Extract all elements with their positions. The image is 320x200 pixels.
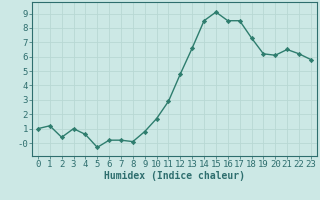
- X-axis label: Humidex (Indice chaleur): Humidex (Indice chaleur): [104, 171, 245, 181]
